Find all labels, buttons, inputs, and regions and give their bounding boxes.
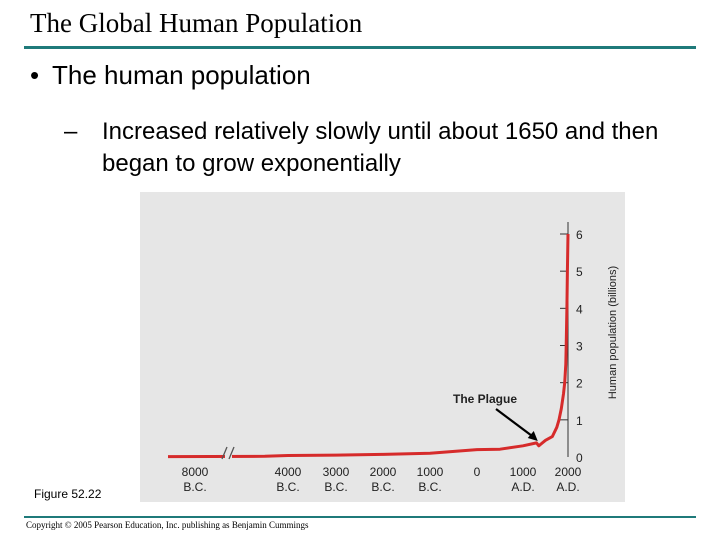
sub-bullet-dash: –: [64, 118, 78, 145]
x-tick-label-2: 3000: [323, 465, 350, 479]
plague-annotation-label: The Plague: [453, 392, 517, 406]
y-tick-label-5: 5: [576, 265, 583, 279]
plot-background: [140, 192, 625, 502]
figure-label: Figure 52.22: [34, 487, 102, 501]
y-tick-label-4: 4: [576, 302, 583, 316]
x-tick-sublabel-7: A.D.: [556, 480, 579, 494]
plague-arrowhead-icon: [527, 430, 538, 441]
main-bullet: • The human population: [30, 60, 311, 91]
slide-title: The Global Human Population: [30, 8, 363, 38]
x-tick-label-5: 0: [474, 465, 481, 479]
x-tick-sublabel-3: B.C.: [371, 480, 394, 494]
y-tick-label-2: 2: [576, 377, 583, 391]
x-tick-sublabel-1: B.C.: [276, 480, 299, 494]
x-tick-label-0: 8000: [182, 465, 209, 479]
x-tick-label-6: 1000: [510, 465, 537, 479]
y-tick-label-1: 1: [576, 414, 583, 428]
sub-bullet-text: Increased relatively slowly until about …: [102, 118, 659, 177]
axis-break-mark-right: [228, 446, 235, 460]
sub-bullet: – Increased relatively slowly until abou…: [64, 116, 704, 180]
x-tick-label-4: 1000: [417, 465, 444, 479]
x-tick-label-1: 4000: [275, 465, 302, 479]
x-tick-sublabel-2: B.C.: [324, 480, 347, 494]
y-tick-label-0: 0: [576, 451, 583, 465]
y-tick-label-3: 3: [576, 340, 583, 354]
x-tick-sublabel-6: A.D.: [511, 480, 534, 494]
x-tick-sublabel-4: B.C.: [418, 480, 441, 494]
title-divider: [24, 46, 696, 49]
x-tick-sublabel-0: B.C.: [183, 480, 206, 494]
copyright-text: Copyright © 2005 Pearson Education, Inc.…: [26, 520, 309, 530]
x-tick-label-3: 2000: [370, 465, 397, 479]
bullet-dot-icon: •: [30, 60, 40, 90]
main-bullet-text: The human population: [52, 60, 311, 90]
axis-break-mark-left: [221, 446, 228, 460]
y-axis-label: Human population (billions): [607, 266, 619, 399]
y-tick-label-6: 6: [576, 228, 583, 242]
plague-annotation-arrow: [495, 408, 536, 439]
axis-break-gap: [225, 445, 232, 461]
population-series-line: [167, 233, 570, 459]
footer-divider: [24, 516, 696, 518]
x-tick-label-7: 2000: [555, 465, 582, 479]
population-chart: 0 1 2 3 4 5 6 Human population (billions) 8000 B.…: [140, 192, 625, 502]
